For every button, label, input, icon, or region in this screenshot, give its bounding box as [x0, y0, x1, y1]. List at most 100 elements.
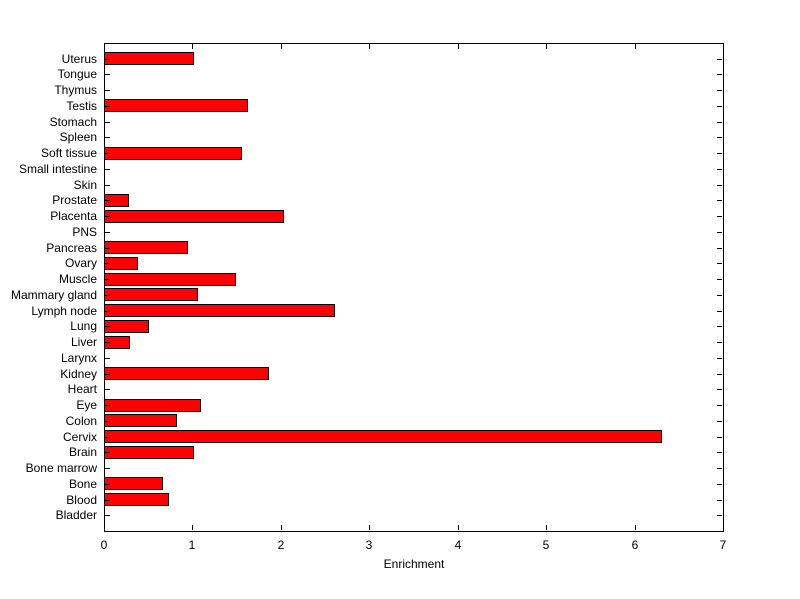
bar-pancreas — [104, 241, 188, 254]
y-tick-right-larynx — [717, 358, 722, 359]
x-tick-bottom-5 — [546, 525, 547, 530]
y-tick-label-lymph-node: Lymph node — [31, 304, 97, 318]
x-tick-top-2 — [281, 44, 282, 49]
y-tick-left-testis — [105, 106, 110, 107]
y-tick-left-bone — [105, 484, 110, 485]
bar-ovary — [104, 257, 138, 270]
y-tick-label-muscle: Muscle — [58, 272, 97, 286]
y-tick-right-soft-tissue — [717, 153, 722, 154]
bar-blood — [104, 493, 169, 506]
bar-eye — [104, 399, 201, 412]
y-tick-left-skin — [105, 185, 110, 186]
y-tick-left-blood — [105, 500, 110, 501]
y-tick-right-spleen — [717, 137, 722, 138]
y-tick-left-thymus — [105, 90, 110, 91]
bar-brain — [104, 446, 194, 459]
y-tick-label-kidney: Kidney — [60, 367, 97, 381]
y-tick-right-testis — [717, 106, 722, 107]
x-tick-label-1: 1 — [188, 538, 196, 552]
y-tick-left-pancreas — [105, 248, 110, 249]
y-tick-label-placenta: Placenta — [50, 209, 97, 223]
bar-cervix — [104, 430, 662, 443]
y-tick-left-mammary-gland — [105, 295, 110, 296]
y-tick-right-small-intestine — [717, 169, 722, 170]
bar-placenta — [104, 210, 284, 223]
x-tick-bottom-4 — [458, 525, 459, 530]
bar-muscle — [104, 273, 236, 286]
y-tick-left-brain — [105, 452, 110, 453]
y-tick-right-liver — [717, 342, 722, 343]
y-tick-left-eye — [105, 405, 110, 406]
x-tick-bottom-7 — [723, 525, 724, 530]
y-tick-right-lymph-node — [717, 311, 722, 312]
y-tick-label-stomach: Stomach — [49, 115, 97, 129]
x-tick-label-6: 6 — [631, 538, 639, 552]
y-tick-label-skin: Skin — [73, 178, 97, 192]
y-tick-right-mammary-gland — [717, 295, 722, 296]
y-tick-label-bone-marrow: Bone marrow — [25, 461, 97, 475]
bar-prostate — [104, 194, 129, 207]
y-tick-left-colon — [105, 421, 110, 422]
y-tick-left-uterus — [105, 59, 110, 60]
y-tick-right-tongue — [717, 74, 722, 75]
y-tick-left-lymph-node — [105, 311, 110, 312]
y-tick-label-lung: Lung — [70, 319, 97, 333]
y-tick-left-soft-tissue — [105, 153, 110, 154]
y-tick-left-heart — [105, 389, 110, 390]
y-tick-left-muscle — [105, 279, 110, 280]
bar-lung — [104, 320, 149, 333]
x-tick-bottom-6 — [635, 525, 636, 530]
y-tick-right-uterus — [717, 59, 722, 60]
x-tick-bottom-2 — [281, 525, 282, 530]
x-tick-bottom-3 — [369, 525, 370, 530]
y-tick-right-skin — [717, 185, 722, 186]
y-tick-right-brain — [717, 452, 722, 453]
y-tick-left-spleen — [105, 137, 110, 138]
y-tick-right-pns — [717, 232, 722, 233]
y-tick-right-kidney — [717, 374, 722, 375]
y-tick-left-bone-marrow — [105, 468, 110, 469]
y-tick-right-prostate — [717, 200, 722, 201]
y-tick-right-lung — [717, 326, 722, 327]
y-tick-right-thymus — [717, 90, 722, 91]
y-tick-label-eye: Eye — [76, 398, 97, 412]
y-tick-label-mammary-gland: Mammary gland — [10, 288, 97, 302]
y-tick-left-larynx — [105, 358, 110, 359]
y-tick-left-placenta — [105, 216, 110, 217]
y-tick-left-liver — [105, 342, 110, 343]
y-tick-label-colon: Colon — [65, 414, 97, 428]
x-tick-label-5: 5 — [542, 538, 550, 552]
y-tick-left-kidney — [105, 374, 110, 375]
y-tick-label-tongue: Tongue — [57, 67, 97, 81]
y-tick-right-bone-marrow — [717, 468, 722, 469]
y-tick-label-liver: Liver — [70, 335, 97, 349]
y-tick-label-cervix: Cervix — [62, 430, 97, 444]
y-tick-left-pns — [105, 232, 110, 233]
y-tick-label-brain: Brain — [68, 445, 97, 459]
y-tick-left-small-intestine — [105, 169, 110, 170]
y-tick-label-spleen: Spleen — [59, 130, 97, 144]
plot-area — [104, 43, 724, 532]
x-tick-label-4: 4 — [454, 538, 462, 552]
x-tick-label-3: 3 — [365, 538, 373, 552]
x-tick-top-7 — [723, 44, 724, 49]
y-tick-label-prostate: Prostate — [52, 193, 97, 207]
y-tick-left-cervix — [105, 437, 110, 438]
y-tick-label-pns: PNS — [72, 225, 97, 239]
y-tick-label-bone: Bone — [68, 477, 97, 491]
y-tick-left-stomach — [105, 122, 110, 123]
bar-mammary-gland — [104, 288, 198, 301]
x-tick-top-6 — [635, 44, 636, 49]
x-tick-top-3 — [369, 44, 370, 49]
y-tick-right-placenta — [717, 216, 722, 217]
y-tick-right-colon — [717, 421, 722, 422]
y-tick-right-ovary — [717, 263, 722, 264]
y-tick-label-larynx: Larynx — [60, 351, 97, 365]
x-tick-label-0: 0 — [100, 538, 108, 552]
y-tick-label-thymus: Thymus — [54, 83, 97, 97]
x-tick-top-1 — [192, 44, 193, 49]
y-tick-label-soft-tissue: Soft tissue — [40, 146, 97, 160]
x-tick-label-7: 7 — [719, 538, 727, 552]
y-tick-label-heart: Heart — [67, 382, 97, 396]
